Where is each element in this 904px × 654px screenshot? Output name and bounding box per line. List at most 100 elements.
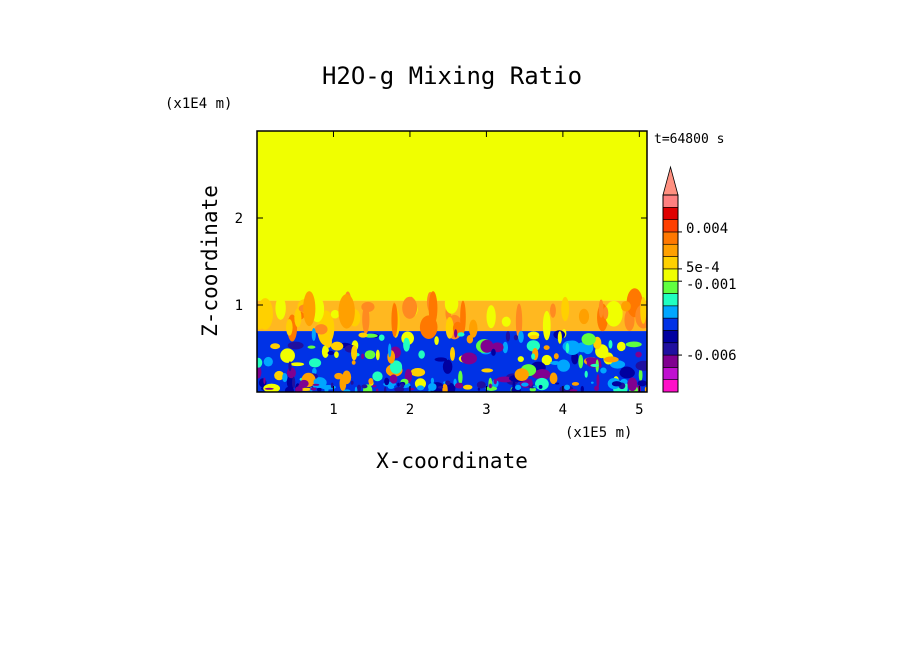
- field-blob: [585, 357, 596, 363]
- field-blob: [462, 384, 473, 390]
- surface-blob: [428, 383, 437, 391]
- surface-blob: [397, 382, 400, 387]
- field-blob: [308, 358, 322, 368]
- field-blob: [286, 367, 296, 379]
- field-blob: [449, 346, 456, 361]
- plot-frame: [256, 130, 648, 393]
- field-blob: [457, 332, 465, 337]
- field-blob: [571, 381, 580, 386]
- surface-blob: [454, 382, 463, 389]
- plume-blob: [444, 292, 459, 314]
- field-blob: [375, 349, 380, 361]
- plume-blob: [621, 301, 631, 312]
- y-unit-label: (x1E4 m): [165, 96, 232, 112]
- field-blob: [257, 365, 262, 379]
- surface-blob: [295, 386, 303, 392]
- field-blob: [410, 368, 426, 377]
- surface-blob: [387, 385, 395, 390]
- surface-blob: [264, 387, 274, 390]
- surface-blob: [313, 379, 317, 385]
- field-blob: [535, 377, 549, 391]
- field-blob: [388, 343, 392, 358]
- surface-blob: [330, 382, 334, 389]
- field-blob: [442, 359, 453, 374]
- field-blob: [603, 356, 619, 363]
- colorbar-segment: [662, 280, 679, 294]
- plume-blob: [286, 319, 293, 336]
- surface-blob: [263, 377, 266, 385]
- surface-blob: [493, 378, 497, 385]
- plume-blob: [445, 317, 454, 339]
- surface-blob: [437, 385, 444, 389]
- field-blob: [480, 339, 494, 353]
- plume-blob: [338, 294, 355, 329]
- surface-blob: [430, 377, 435, 384]
- field-blob: [600, 367, 607, 374]
- surface-blob: [538, 384, 543, 389]
- field-blob: [565, 342, 570, 354]
- plume-blob: [598, 299, 604, 318]
- surface-blob: [564, 384, 571, 391]
- plume-blob: [469, 319, 478, 338]
- field-blob: [418, 350, 425, 359]
- field-blob: [389, 360, 403, 374]
- field-blob: [361, 353, 365, 360]
- plume-blob: [314, 324, 328, 335]
- x-ticks: 1 2 3 4 5: [329, 131, 644, 418]
- field-blob: [378, 334, 385, 341]
- colorbar-segment: [662, 256, 679, 270]
- colorbar-segment: [662, 219, 679, 233]
- field-blob: [543, 345, 550, 350]
- surface-blob: [361, 384, 368, 389]
- colorbar-label: 5e-4: [686, 260, 720, 276]
- field-blob: [553, 353, 559, 360]
- surface-blob: [394, 386, 405, 392]
- surface-blob: [477, 387, 481, 391]
- plume-blob: [362, 305, 370, 334]
- field-blob: [557, 359, 571, 372]
- field-blob: [581, 333, 596, 346]
- surface-blob: [514, 384, 522, 391]
- field-blob: [529, 387, 537, 392]
- field-blob: [635, 351, 642, 358]
- colorbar: 0.004 5e-4-0.001 -0.006: [662, 165, 737, 393]
- surface-blob: [324, 385, 329, 392]
- surface-blob: [521, 382, 529, 387]
- x-tick-label: 2: [406, 402, 414, 418]
- x-tick-label: 1: [329, 402, 337, 418]
- field-blob: [312, 367, 317, 375]
- plume-blob: [419, 315, 438, 339]
- surface-blob: [488, 383, 492, 389]
- plume-blob: [550, 303, 556, 318]
- plume-blob: [294, 308, 302, 328]
- field-blob: [610, 360, 626, 369]
- field-blob: [351, 345, 358, 361]
- x-tick-label: 3: [482, 402, 490, 418]
- field-blob: [321, 345, 329, 358]
- surface-blob: [354, 386, 358, 392]
- surface-blob: [384, 377, 390, 386]
- field-blob: [311, 327, 316, 341]
- colorbar-label: 0.004: [686, 221, 728, 237]
- field-blob: [434, 336, 439, 346]
- field-blob: [505, 331, 511, 342]
- field-blob: [620, 366, 634, 377]
- y-axis-title: Z-coordinate: [198, 185, 222, 337]
- field-blob: [529, 334, 539, 340]
- colorbar-segment: [662, 367, 679, 380]
- field-blob: [327, 350, 335, 356]
- field-blob: [638, 368, 643, 382]
- field-blob: [625, 341, 642, 348]
- colorbar-segment: [662, 293, 679, 307]
- field-blob: [292, 376, 296, 389]
- field-blob: [330, 341, 344, 351]
- colorbar-segment: [662, 194, 679, 208]
- field-blob: [541, 354, 553, 366]
- colorbar-segment: [662, 231, 679, 245]
- surface-blob: [611, 381, 622, 387]
- surface-blob: [390, 380, 394, 383]
- field-blob: [290, 362, 305, 367]
- y-tick-label: 2: [235, 211, 243, 227]
- field-blob: [263, 383, 281, 392]
- field-blob: [288, 361, 292, 372]
